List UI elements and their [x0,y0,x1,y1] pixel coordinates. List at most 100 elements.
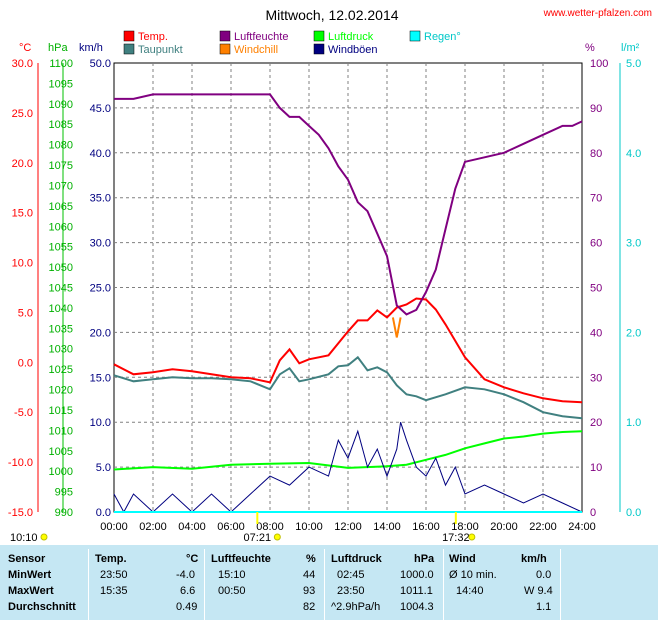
min-temp-value: -4.0 [176,569,195,581]
legend-label: Windchill [234,44,278,56]
wind-tick-label: 20.0 [90,327,111,339]
humidity-tick-label: 100 [590,58,608,70]
pressure-tick-label: 1005 [49,446,73,458]
temp-tick-label: -10.0 [8,457,33,469]
pressure-tick-label: 1055 [49,242,73,254]
pressure-tick-label: 1075 [49,160,73,172]
site-url: www.wetter-pfalzen.com [543,8,652,19]
table-divider [324,549,325,624]
pressure-tick-label: 1090 [49,99,73,111]
avg-temp-value: 0.49 [176,601,198,613]
pressure-tick-label: 1050 [49,262,73,274]
wind-tick-label: 35.0 [90,193,111,205]
legend-swatch [219,43,231,55]
table-divider [204,549,205,624]
x-tick-label: 06:00 [217,521,245,533]
min-hum-time: 15:10 [218,569,246,581]
wind-tick-label: 25.0 [90,283,111,295]
row-label-average: Durchschnitt [8,601,76,613]
legend-label: Luftfeuchte [234,31,288,43]
pressure-tick-label: 1065 [49,201,73,213]
header-temp: Temp. [95,553,127,565]
pressure-tick-label: 1060 [49,221,73,233]
pressure-unit-label: hPa [48,42,68,54]
x-tick-label: 10:00 [295,521,323,533]
x-tick-label: 12:00 [334,521,362,533]
header-pressure-unit: hPa [414,553,435,565]
x-tick-label: 16:00 [412,521,440,533]
temp-tick-label: 5.0 [18,307,33,319]
sun-hours-icon [40,533,48,541]
legend-swatch [313,30,325,42]
sunrise-icon [273,533,281,541]
pressure-tick-label: 1070 [49,180,73,192]
pressure-tick-label: 1045 [49,283,73,295]
sunset-icon [468,533,476,541]
pressure-tick-label: 1025 [49,364,73,376]
humidity-tick-label: 90 [590,103,602,115]
humidity-tick-label: 0 [590,507,596,519]
legend-label: Luftdruck [328,31,374,43]
table-divider [443,549,444,624]
pressure-tick-label: 1000 [49,466,73,478]
legend-swatch [219,30,231,42]
pressure-tick-label: 1020 [49,385,73,397]
press-trend: ^2.9hPa/h [331,601,381,613]
pressure-tick-label: 990 [55,507,73,519]
legend-label: Windböen [328,44,378,56]
humidity-tick-label: 80 [590,148,602,160]
x-tick-label: 14:00 [373,521,401,533]
header-humidity-unit: % [306,553,316,565]
header-wind-unit: km/h [521,553,547,565]
legend-label: Temp. [138,31,168,43]
series-line-luftfeuchte [114,93,583,316]
temp-tick-label: 10.0 [12,258,33,270]
row-label-min: MinWert [8,569,52,581]
pressure-tick-label: 1080 [49,140,73,152]
header-pressure: Luftdruck [331,553,382,565]
pressure-tick-label: 1095 [49,78,73,90]
rain-tick-label: 5.0 [626,58,641,70]
min-hum-value: 44 [303,569,316,581]
sunrise-time: 07:21 [244,532,272,544]
pressure-tick-label: 1085 [49,119,73,131]
max-press-value: 1011.1 [400,585,433,597]
pressure-tick-label: 1040 [49,303,73,315]
header-temp-unit: °C [186,553,199,565]
legend-swatch [313,43,325,55]
sunset-time: 17:32 [442,532,470,544]
temp-tick-label: 20.0 [12,158,33,170]
x-tick-label: 22:00 [529,521,557,533]
wind-tick-label: 40.0 [90,148,111,160]
series-line-temp [113,297,583,404]
humidity-tick-label: 70 [590,193,602,205]
legend-swatch [409,30,421,42]
pressure-tick-label: 1015 [49,405,73,417]
x-tick-label: 20:00 [490,521,518,533]
x-tick-label: 08:00 [256,521,284,533]
wind-unit-label: km/h [79,42,103,54]
max-wind-value: W 9.4 [524,585,553,597]
pressure-tick-label: 1035 [49,323,73,335]
header-humidity: Luftfeuchte [211,553,271,565]
table-divider [560,549,561,624]
wind-tick-label: 30.0 [90,238,111,250]
wind-tick-label: 10.0 [90,417,111,429]
temp-tick-label: -5.0 [14,407,33,419]
wind-tick-label: 50.0 [90,58,111,70]
table-divider [88,549,89,624]
x-tick-label: 02:00 [139,521,167,533]
legend-label: Regen° [424,31,461,43]
wind-tick-label: 45.0 [90,103,111,115]
header-sensor: Sensor [8,553,46,565]
temp-tick-label: 25.0 [12,108,33,120]
row-label-max: MaxWert [8,585,54,597]
temp-unit-label: °C [19,42,31,54]
humidity-tick-label: 30 [590,372,602,384]
x-tick-label: 18:00 [451,521,479,533]
humidity-tick-label: 10 [590,462,602,474]
rain-tick-label: 0.0 [626,507,641,519]
avg-hum-value: 82 [303,601,316,613]
humidity-tick-label: 50 [590,283,602,295]
min-press-time: 02:45 [337,569,365,581]
